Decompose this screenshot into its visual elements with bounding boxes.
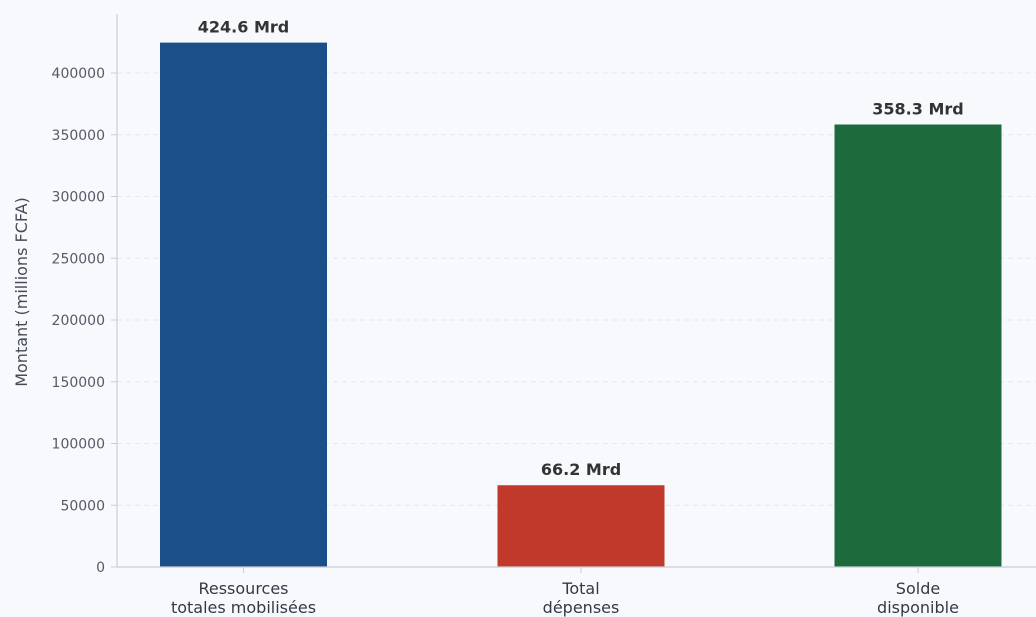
axes <box>116 14 1036 568</box>
y-tick-label: 200000 <box>52 313 105 329</box>
y-tick-labels: 0 50000 100000 150000 200000 250000 300000 3500… <box>52 66 117 576</box>
x-tick-label: disponible <box>877 598 959 617</box>
x-tick-label: totales mobilisées <box>171 598 316 617</box>
y-tick-label: 50000 <box>60 498 105 514</box>
y-axis-title: Montant (millions FCFA) <box>12 197 31 387</box>
bar <box>834 124 1002 567</box>
y-tick-label: 150000 <box>52 375 105 391</box>
data-label: 358.3 Mrd <box>872 99 963 118</box>
bar <box>497 485 665 567</box>
y-tick-label: 100000 <box>52 437 105 453</box>
x-tick-label: dépenses <box>543 598 620 617</box>
y-tick-label: 400000 <box>52 66 105 82</box>
y-tick-label: 300000 <box>52 190 105 206</box>
data-labels: 424.6 Mrd 66.2 Mrd 358.3 Mrd <box>198 18 964 480</box>
x-tick-label: Ressources <box>198 579 288 598</box>
data-label: 66.2 Mrd <box>541 460 621 479</box>
data-label: 424.6 Mrd <box>198 18 289 37</box>
x-tick-label: Total <box>561 579 599 598</box>
y-tick-label: 350000 <box>52 128 105 144</box>
bars <box>160 42 1002 567</box>
bar <box>160 42 327 567</box>
x-tick-label: Solde <box>896 579 940 598</box>
y-tick-label: 0 <box>96 560 105 576</box>
y-tick-label: 250000 <box>52 251 105 267</box>
